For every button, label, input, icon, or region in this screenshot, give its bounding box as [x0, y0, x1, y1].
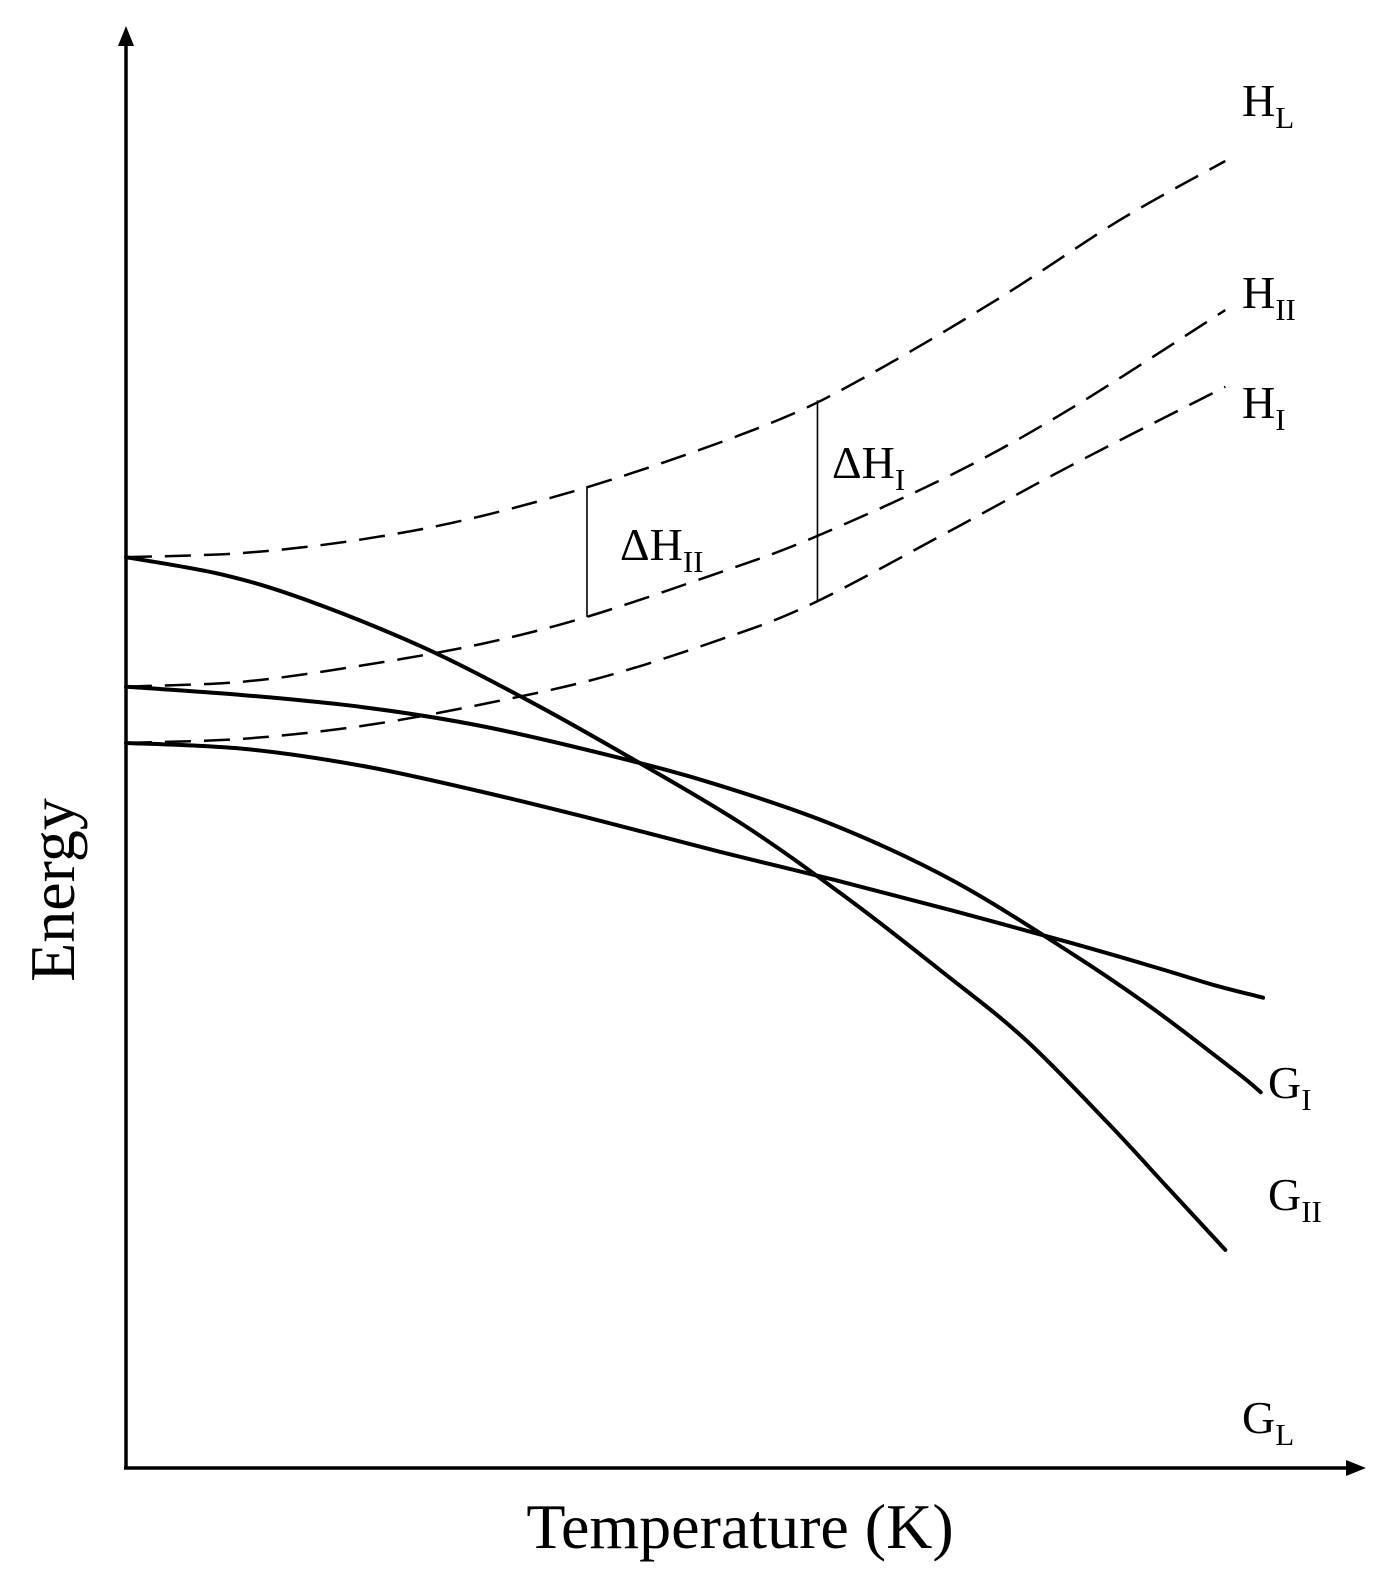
annotation-dHII-label-subscript: II	[683, 544, 704, 579]
series-HI-label-main: H	[1242, 377, 1275, 428]
series-HII-label-subscript: II	[1275, 292, 1296, 327]
series-GI-label: GI	[1268, 1057, 1312, 1117]
y-axis-label: Energy	[17, 798, 88, 982]
annotation-dHII-label: ΔHII	[620, 519, 703, 579]
series-GL-label-main: G	[1242, 1392, 1275, 1443]
annotation-dHI-label-subscript: I	[895, 462, 905, 497]
series-GII-label: GII	[1268, 1169, 1322, 1229]
series-HL-label-subscript: L	[1275, 100, 1294, 135]
axes	[118, 26, 1366, 1476]
series-GI-label-main: G	[1268, 1057, 1301, 1108]
series-HL-line	[125, 159, 1226, 559]
series-GII-label-subscript: II	[1301, 1194, 1322, 1229]
annotation-dHI-label-main: ΔH	[832, 437, 895, 488]
series-GL-label: GL	[1242, 1392, 1294, 1452]
y-axis-arrow-icon	[118, 26, 134, 46]
series-HII-label: HII	[1242, 267, 1296, 327]
series-HI-label: HI	[1242, 377, 1286, 437]
annotation-dHI-label: ΔHI	[832, 437, 905, 497]
series-HL-label-main: H	[1242, 75, 1275, 126]
series-GL-label-subscript: L	[1275, 1417, 1294, 1452]
x-axis-arrow-icon	[1346, 1460, 1366, 1476]
delta-annotations	[586, 400, 819, 617]
series-GI-label-subscript: I	[1301, 1082, 1311, 1117]
series-GII-line	[124, 684, 1263, 1095]
series-HI-line	[125, 385, 1226, 745]
series-HII-line	[125, 309, 1226, 688]
x-axis-label: Temperature (K)	[526, 1491, 953, 1562]
series-HL-label: HL	[1242, 75, 1294, 135]
series-HI-label-subscript: I	[1275, 402, 1285, 437]
plot-lines	[124, 159, 1266, 1252]
series-GL-line	[124, 555, 1228, 1252]
series-GI-line	[124, 740, 1266, 1000]
series-GII-label-main: G	[1268, 1169, 1301, 1220]
annotation-dHII-label-main: ΔH	[620, 519, 683, 570]
series-HII-label-main: H	[1242, 267, 1275, 318]
